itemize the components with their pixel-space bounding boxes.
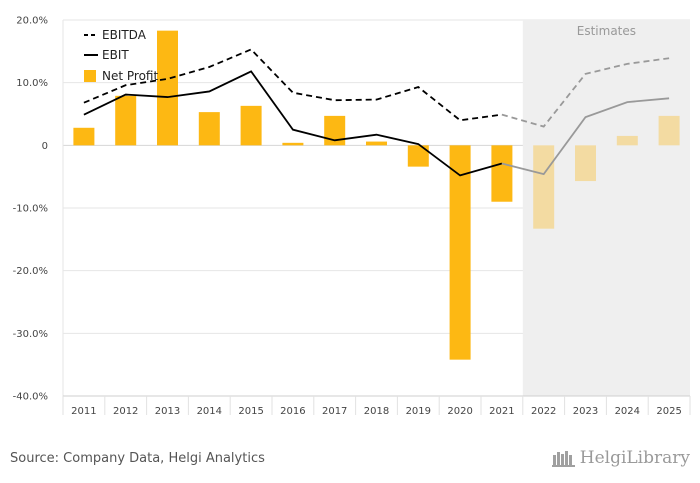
- net-profit-bar: [616, 135, 638, 146]
- legend-item-net-profit[interactable]: Net Profit: [84, 69, 158, 83]
- legend-ebitda-label: EBITDA: [102, 28, 147, 42]
- net-profit-bar: [198, 112, 220, 146]
- brand-logo[interactable]: HelgiLibrary: [551, 448, 690, 468]
- x-tick-label: 2013: [155, 406, 180, 417]
- net-profit-bar: [491, 145, 513, 202]
- net-profit-bar: [282, 142, 304, 146]
- x-tick-label: 2021: [489, 406, 514, 417]
- ebit-line-actual: [83, 70, 503, 177]
- x-tick-label: 2011: [71, 406, 96, 417]
- x-axis: 2011 2012 2013 2014 2015 2016 2017 2018 2019 2020…: [62, 395, 691, 417]
- net-profit-bar: [115, 95, 137, 146]
- source-note: Source: Company Data, Helgi Analytics: [10, 451, 265, 466]
- net-profit-bar: [533, 145, 555, 229]
- estimates-region: Estimates: [522, 20, 690, 396]
- x-tick-label: 2020: [447, 406, 472, 417]
- net-profit-bar: [324, 115, 346, 146]
- net-profit-bar: [73, 127, 95, 146]
- net-profit-bar: [157, 30, 178, 146]
- y-tick-label: -40.0%: [13, 392, 48, 403]
- ebitda-line-estimate: [501, 57, 670, 128]
- x-tick-label: 2022: [531, 406, 556, 417]
- brand-name: HelgiLibrary: [579, 448, 690, 468]
- estimates-background: [522, 20, 690, 396]
- x-tick-label: 2012: [113, 406, 138, 417]
- y-tick-label: -10.0%: [13, 204, 48, 215]
- y-tick-label: 10.0%: [16, 78, 48, 89]
- legend-net-profit-label: Net Profit: [102, 69, 158, 83]
- x-tick-label: 2015: [238, 406, 263, 417]
- ebit-line-estimate: [501, 97, 670, 176]
- series-lines: [83, 48, 670, 177]
- x-tick-label: 2018: [364, 406, 389, 417]
- y-tick-label: 0: [42, 141, 48, 152]
- net-profit-bar: [366, 141, 387, 146]
- net-profit-bars: [73, 30, 680, 360]
- x-tick-label: 2017: [322, 406, 347, 417]
- net-profit-bar: [449, 145, 471, 360]
- ebitda-line-actual: [83, 48, 503, 122]
- y-tick-label: -30.0%: [13, 329, 48, 340]
- library-icon: [551, 451, 575, 467]
- net-profit-bar: [575, 145, 596, 182]
- y-axis: 20.0% 10.0% 0 -10.0% -20.0% -30.0% -40.0%: [13, 16, 48, 403]
- legend-item-ebitda[interactable]: EBITDA: [84, 28, 147, 42]
- legend-net-profit-swatch: [84, 70, 96, 82]
- net-profit-bar: [658, 115, 680, 146]
- legend-item-ebit[interactable]: EBIT: [84, 48, 129, 62]
- x-tick-label: 2023: [573, 406, 598, 417]
- y-tick-label: -20.0%: [13, 266, 48, 277]
- x-tick-label: 2024: [615, 406, 640, 417]
- estimates-label: Estimates: [577, 24, 636, 38]
- x-tick-label: 2016: [280, 406, 305, 417]
- legend: EBITDA EBIT Net Profit: [84, 28, 158, 83]
- x-tick-label: 2025: [656, 406, 681, 417]
- x-tick-label: 2014: [197, 406, 222, 417]
- net-profit-bar: [407, 145, 429, 167]
- y-tick-label: 20.0%: [16, 16, 48, 27]
- legend-ebit-label: EBIT: [102, 48, 129, 62]
- net-profit-bar: [240, 105, 262, 146]
- x-tick-label: 2019: [406, 406, 431, 417]
